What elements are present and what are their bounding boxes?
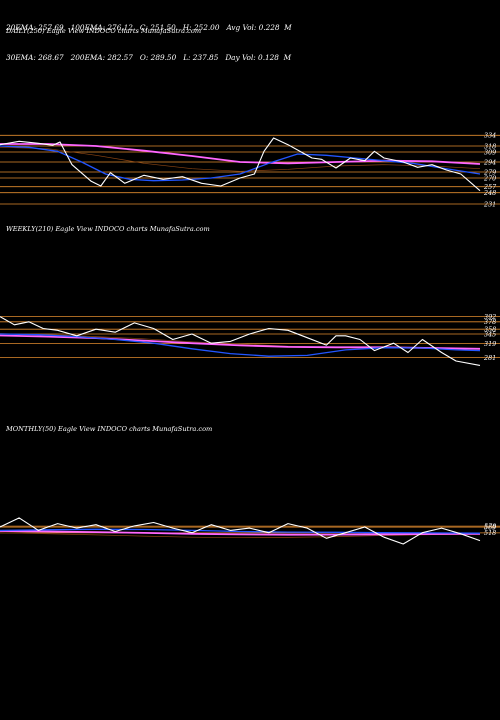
daily-tick-label: 318 (484, 142, 496, 150)
daily-tick-label: 231 (483, 200, 496, 208)
daily-tick-label: 309 (484, 148, 496, 156)
stat-30ema: 30EMA: 268.67 (6, 53, 64, 62)
stat-200ema: 200EMA: 282.57 (70, 53, 133, 62)
weekly-tick-label: 358 (484, 326, 496, 334)
daily-tick-label: 270 (483, 174, 496, 182)
stat-low: L: 237.85 (183, 53, 219, 62)
weekly-tick-label: 319 (484, 340, 496, 348)
weekly-price-line (0, 316, 481, 366)
daily-panel-title: DAILY(250) Eagle View INDOCO charts Muna… (6, 27, 202, 35)
monthly-tick-label: 578 (484, 522, 496, 530)
daily-tick-label: 294 (483, 158, 496, 166)
stat-avg-vol: Avg Vol: 0.228 M (226, 23, 292, 32)
weekly-panel-title: WEEKLY(210) Eagle View INDOCO charts Mun… (6, 225, 210, 233)
weekly-tick-label: 345 (484, 330, 496, 338)
daily-tick-label: 257 (483, 183, 497, 191)
stats-row-1: 20EMA: 257.69 100EMA: 276.12 C: 251.50 H… (6, 23, 292, 33)
stat-open: O: 289.50 (139, 53, 177, 62)
daily-price-line (0, 137, 481, 192)
monthly-ema-brown-line (0, 532, 481, 539)
monthly-tick-label: 569 (484, 523, 496, 531)
weekly-tick-label: 378 (484, 318, 496, 326)
stats-row-2: 30EMA: 268.67 200EMA: 282.57 O: 289.50 L… (6, 53, 292, 63)
weekly-tick-label: 281 (483, 354, 496, 362)
monthly-ema-slow-line (0, 530, 481, 536)
weekly-tick-label: 392 (484, 313, 496, 321)
daily-tick-label: 248 (483, 189, 496, 197)
monthly-ema-fast-line (0, 528, 481, 534)
weekly-ema-fast-line (0, 333, 481, 357)
monthly-price-line (0, 517, 481, 545)
monthly-panel-title: MONTHLY(50) Eagle View INDOCO charts Mun… (6, 425, 213, 433)
stat-high: H: 252.00 (182, 23, 220, 32)
stat-100ema: 100EMA: 276.12 (70, 23, 133, 32)
daily-ema-slow-line (0, 143, 481, 165)
daily-ema-brown-line (0, 146, 481, 172)
stat-day-vol: Day Vol: 0.128 M (225, 53, 292, 62)
daily-tick-label: 279 (483, 168, 496, 176)
daily-tick-label: 334 (484, 132, 496, 140)
stats-header: 20EMA: 257.69 100EMA: 276.12 C: 251.50 H… (6, 3, 292, 73)
stat-close: C: 251.50 (139, 23, 176, 32)
daily-ema-fast-line (0, 145, 481, 182)
monthly-tick-label: 518 (484, 529, 496, 537)
stat-20ema: 20EMA: 257.69 (6, 23, 64, 32)
